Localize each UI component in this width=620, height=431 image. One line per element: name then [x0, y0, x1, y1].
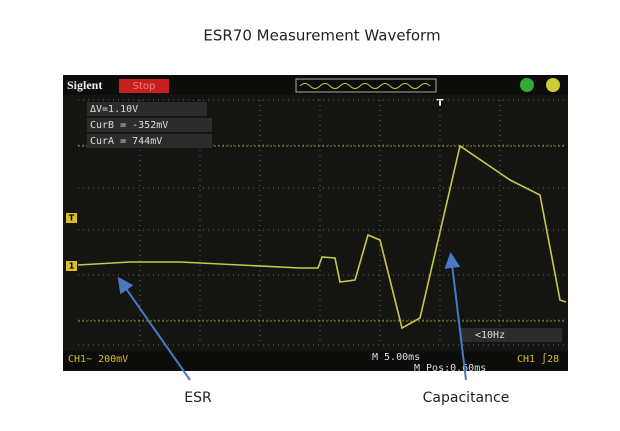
icon [546, 78, 560, 92]
trigger-level-marker: T [69, 214, 75, 223]
scope-top-bar [63, 75, 568, 95]
trigger-info: CH1 ∫28 [517, 353, 559, 365]
position: M Pos:0.60ms [414, 363, 486, 374]
readout-box [87, 118, 212, 132]
readout: CurA = 744mV [90, 136, 162, 147]
memory-bar [295, 78, 437, 93]
channel-scale: CH1~ 200mV [68, 354, 128, 365]
readout: ΔV=1.10V [90, 104, 138, 115]
status-box [119, 79, 169, 93]
trigger-level-box [66, 213, 77, 223]
annotation: ESR [184, 390, 212, 406]
icon [520, 78, 534, 92]
readout-box [87, 102, 207, 116]
timebase: M 5.00ms [372, 352, 420, 363]
trigger-position-marker: T [437, 98, 444, 109]
figure-title: ESR70 Measurement Waveform [203, 27, 440, 45]
readout-box [87, 134, 212, 148]
brand: Siglent [67, 78, 102, 92]
frequency-box [460, 328, 562, 342]
annotation-arrow [444, 252, 467, 381]
waveform [77, 144, 567, 330]
status: Stop [133, 81, 156, 92]
channel-box [66, 261, 77, 271]
scope-bottom-bar [63, 351, 568, 371]
readout: CurB = -352mV [90, 120, 168, 131]
memory-preview [299, 83, 431, 89]
channel-marker: 1 [69, 262, 75, 271]
annotation-arrow [117, 276, 191, 381]
annotation: Capacitance [423, 390, 510, 406]
trigger-frequency: <10Hz [475, 330, 505, 341]
